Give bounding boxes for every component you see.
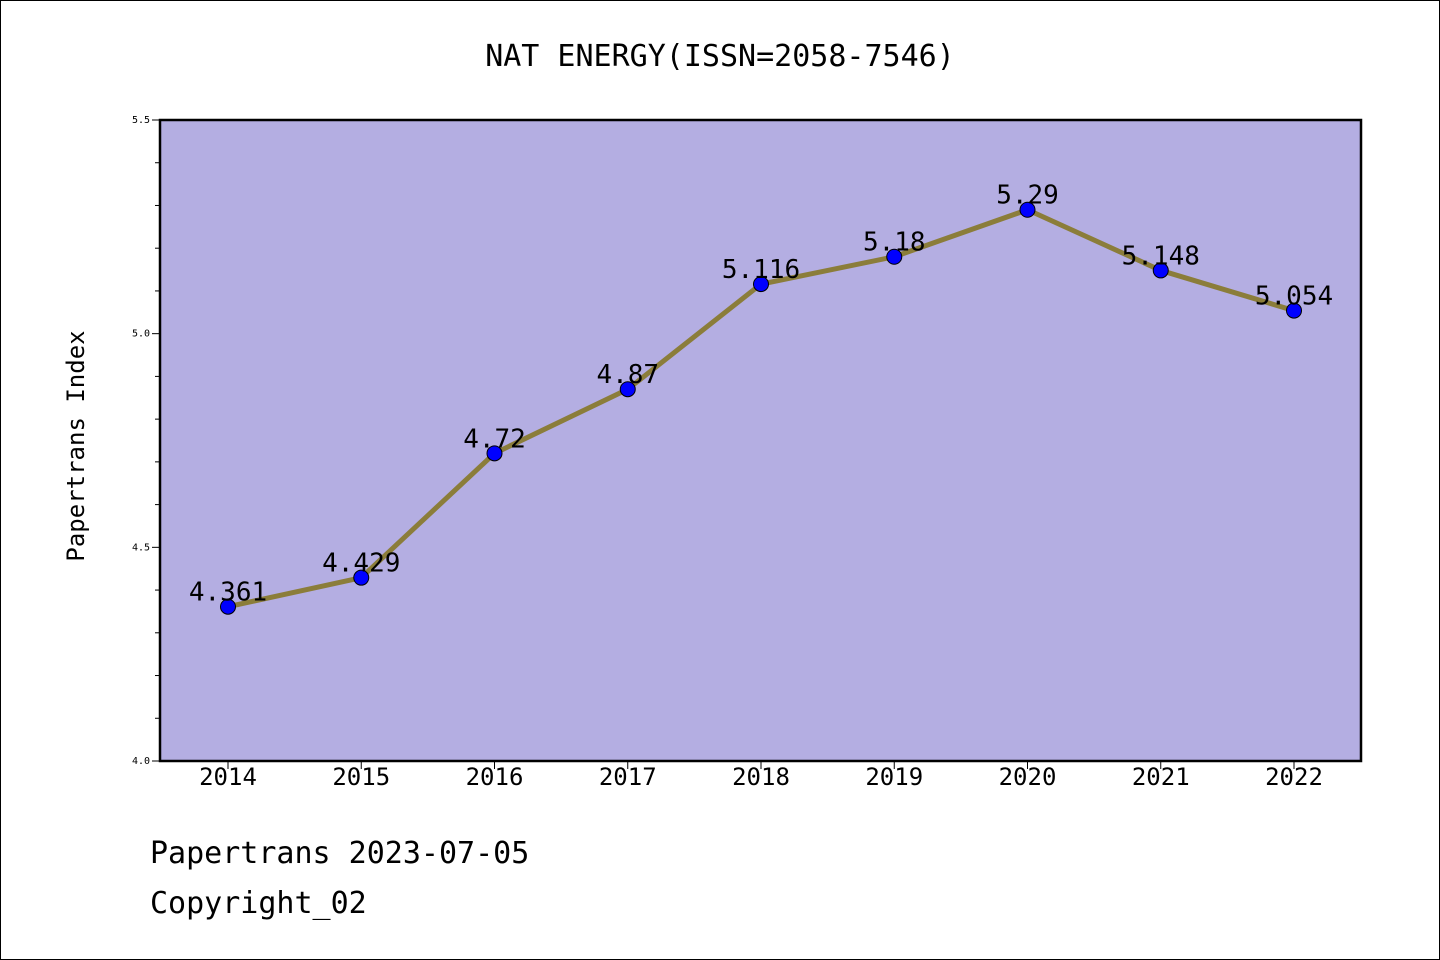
chart-title: NAT ENERGY(ISSN=2058-7546) — [485, 39, 955, 74]
footer-date: Papertrans 2023-07-05 — [150, 836, 530, 871]
x-tick-label: 2014 — [199, 763, 257, 791]
data-label: 4.87 — [596, 360, 659, 390]
data-label: 5.148 — [1122, 241, 1200, 271]
x-tick-label: 2018 — [732, 763, 790, 791]
footer-copyright: Copyright_02 — [150, 886, 367, 921]
x-axis-ticks: 2014 2015 2016 2017 2018 2019 2020 2021 2022 — [199, 761, 1323, 791]
data-label: 5.054 — [1255, 282, 1333, 312]
y-tick-label: 5.5 — [132, 115, 150, 126]
data-point — [619, 381, 636, 398]
data-point — [1286, 302, 1302, 319]
plot-area — [158, 118, 1363, 763]
data-label: 4.429 — [322, 549, 400, 579]
data-label: 4.72 — [463, 424, 526, 454]
data-label: 4.361 — [189, 578, 267, 608]
data-label: 5.29 — [996, 181, 1059, 211]
data-labels: 4.361 4.429 4.72 4.87 5.116 5.18 5.29 5.148 5.05… — [189, 181, 1333, 608]
data-point — [886, 248, 903, 265]
data-point — [1019, 201, 1036, 218]
data-point — [353, 569, 370, 586]
y-tick-label: 5.0 — [132, 329, 150, 340]
data-point — [220, 598, 236, 615]
data-markers — [220, 201, 1302, 615]
x-tick-label: 2022 — [1265, 763, 1323, 791]
x-tick-label: 2017 — [599, 763, 657, 791]
x-tick-label: 2021 — [1132, 763, 1190, 791]
y-minor-ticks — [155, 162, 160, 719]
y-axis-label: Papertrans Index — [62, 330, 90, 561]
y-axis-ticks: 4.0 4.5 5.0 5.5 — [132, 115, 160, 767]
x-tick-label: 2019 — [865, 763, 923, 791]
y-tick-label: 4.5 — [132, 542, 150, 553]
x-tick-label: 2020 — [999, 763, 1057, 791]
y-tick-label: 4.0 — [132, 756, 150, 767]
x-tick-label: 2016 — [466, 763, 524, 791]
data-label: 5.18 — [863, 228, 926, 258]
x-tick-label: 2015 — [332, 763, 390, 791]
data-point — [1152, 262, 1169, 279]
data-label: 5.116 — [722, 255, 800, 285]
data-point — [486, 445, 503, 462]
data-point — [753, 276, 769, 293]
